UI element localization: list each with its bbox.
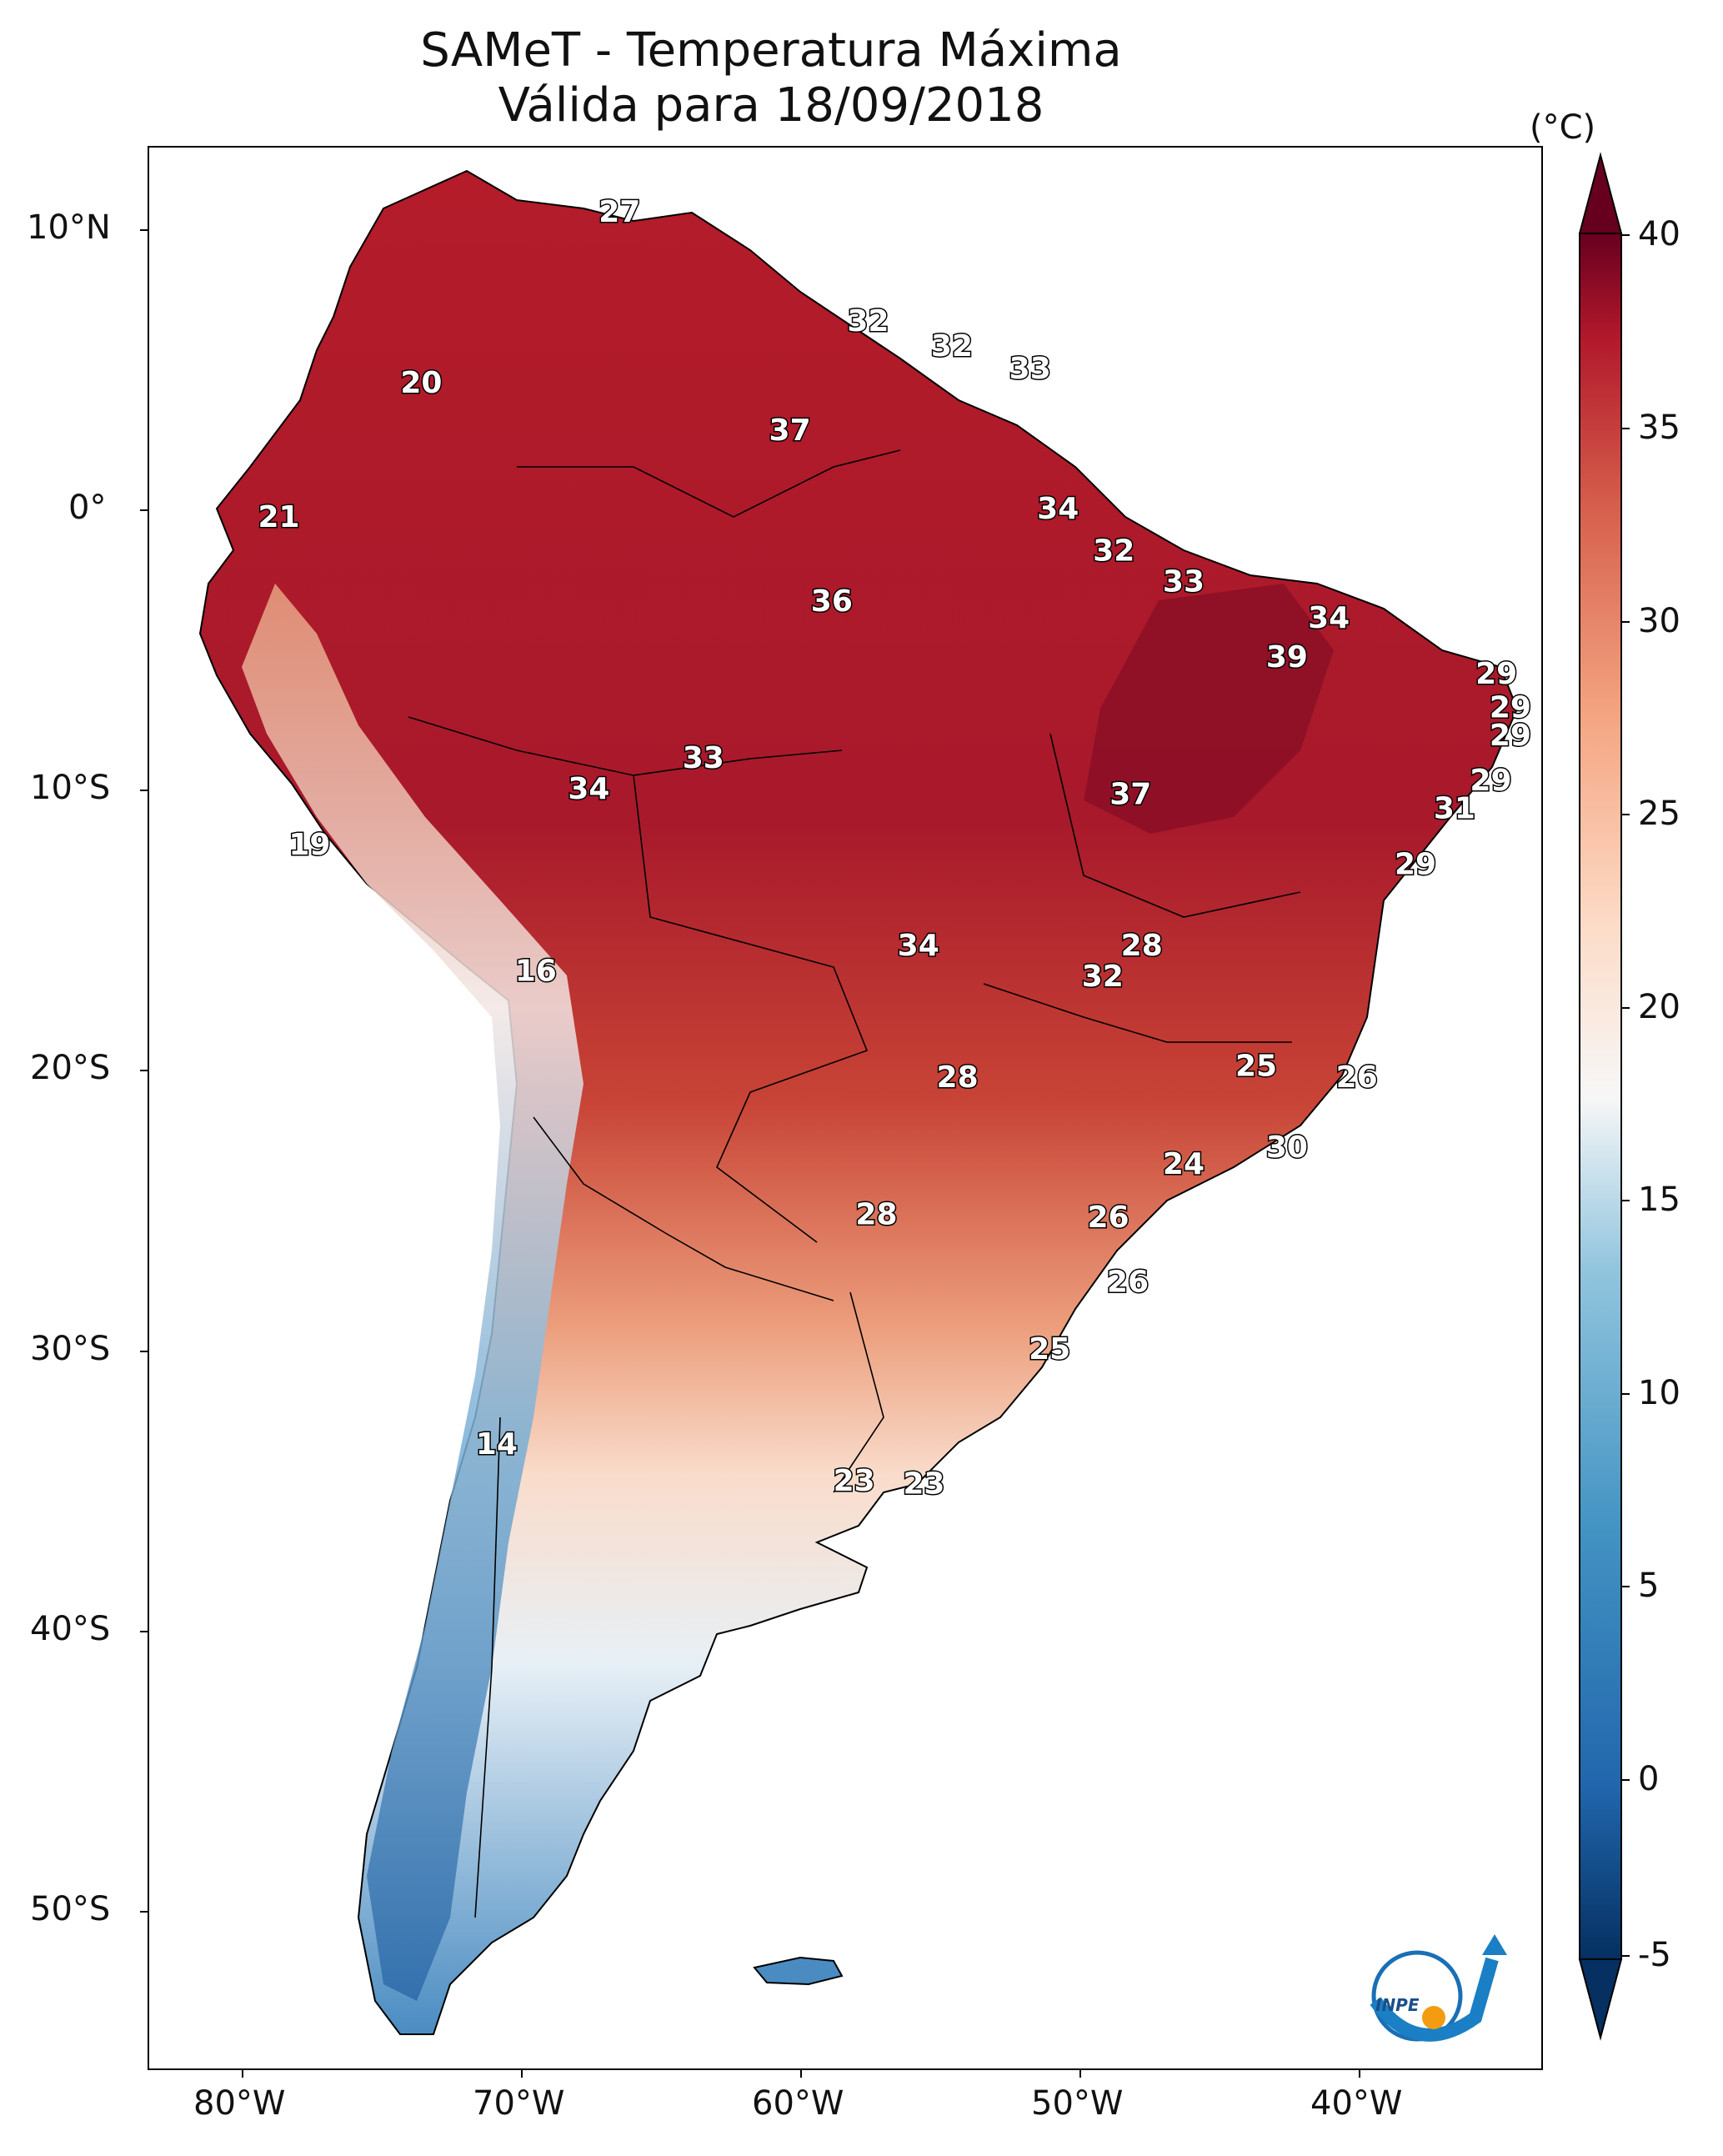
temperature-label: 25 bbox=[1235, 1050, 1277, 1084]
plot-frame bbox=[148, 146, 1543, 2070]
lat-tick-label: 30°S bbox=[30, 1330, 111, 1368]
temperature-label: 28 bbox=[937, 1060, 979, 1095]
temperature-label: 23 bbox=[834, 1464, 875, 1498]
inpe-logo: INPE bbox=[1370, 1934, 1507, 2042]
colorbar-tick-label: 0 bbox=[1638, 1760, 1660, 1798]
lat-tick-label: 0° bbox=[68, 489, 107, 527]
temperature-label: 16 bbox=[515, 954, 557, 988]
lat-tick-label: 20°S bbox=[30, 1049, 111, 1087]
temperature-label: 34 bbox=[1037, 492, 1079, 526]
colorbar-tick-label: 10 bbox=[1638, 1374, 1680, 1412]
temperature-label: 29 bbox=[1475, 657, 1517, 691]
temperature-label: 21 bbox=[258, 500, 299, 534]
temperature-label: 27 bbox=[599, 195, 640, 229]
temperature-label: 32 bbox=[931, 329, 973, 364]
colorbar-bottom-arrow bbox=[1578, 1958, 1623, 2041]
colorbar-unit: (°C) bbox=[1530, 108, 1596, 147]
temperature-label: 26 bbox=[1107, 1265, 1149, 1299]
temperature-label: 29 bbox=[1470, 764, 1511, 798]
map-title: SAMeT - Temperatura Máxima bbox=[420, 23, 1122, 78]
temperature-label: 37 bbox=[769, 414, 811, 448]
continent bbox=[198, 169, 1519, 2035]
temperature-label: 30 bbox=[1266, 1131, 1308, 1165]
colorbar-body bbox=[1579, 233, 1622, 1960]
lon-tick-label: 50°W bbox=[1031, 2084, 1124, 2123]
temperature-label: 24 bbox=[1163, 1147, 1205, 1181]
temperature-label: 32 bbox=[1093, 534, 1134, 568]
colorbar-tick-label: 25 bbox=[1638, 795, 1680, 833]
temperature-label: 20 bbox=[400, 366, 442, 400]
hot-core-northeast bbox=[1084, 584, 1334, 834]
temperature-label: 29 bbox=[1490, 719, 1531, 753]
axis-ticks bbox=[140, 229, 1360, 2078]
temperature-label: 34 bbox=[1308, 601, 1350, 635]
map-subtitle: Válida para 18/09/2018 bbox=[498, 78, 1044, 133]
temperature-label: 28 bbox=[855, 1198, 897, 1232]
lat-tick-label: 10°S bbox=[30, 769, 111, 807]
colorbar-tick-label: 5 bbox=[1638, 1567, 1660, 1605]
temperature-label: 37 bbox=[1109, 778, 1151, 812]
temperature-label: 39 bbox=[1266, 640, 1308, 674]
temperature-label: 29 bbox=[1395, 848, 1436, 882]
lon-tick-label: 70°W bbox=[473, 2084, 565, 2123]
andes-cold-band bbox=[242, 584, 584, 2001]
temperature-label: 36 bbox=[811, 584, 853, 619]
lon-tick-label: 40°W bbox=[1310, 2084, 1403, 2123]
temperature-label: 32 bbox=[1082, 960, 1124, 994]
lat-tick-label: 40°S bbox=[30, 1610, 111, 1648]
temperature-label: 33 bbox=[1009, 352, 1051, 386]
lat-tick-label: 10°N bbox=[27, 208, 111, 247]
lat-tick-label: 50°S bbox=[30, 1890, 111, 1928]
temperature-label: 23 bbox=[903, 1467, 944, 1501]
lon-tick-label: 80°W bbox=[193, 2084, 286, 2123]
temperature-label: 34 bbox=[898, 929, 939, 963]
temperature-label: 26 bbox=[1087, 1201, 1129, 1235]
temperature-label: 14 bbox=[476, 1427, 518, 1462]
temperature-label: 26 bbox=[1336, 1060, 1378, 1095]
temperature-label: 28 bbox=[1121, 929, 1163, 963]
temperature-label: 34 bbox=[568, 772, 609, 806]
colorbar-tick-label: -5 bbox=[1638, 1936, 1671, 1974]
country-borders bbox=[408, 449, 1301, 1918]
temperature-label: 19 bbox=[288, 828, 330, 862]
falkland-islands bbox=[753, 1956, 844, 1986]
colorbar-tick-label: 15 bbox=[1638, 1181, 1680, 1219]
temperature-label: 33 bbox=[1163, 564, 1205, 599]
temperature-label: 33 bbox=[683, 741, 724, 775]
logo-text: INPE bbox=[1375, 1995, 1420, 2015]
temperature-label: 29 bbox=[1490, 691, 1531, 725]
colorbar-tick-label: 30 bbox=[1638, 602, 1680, 640]
colorbar-tick-label: 20 bbox=[1638, 988, 1680, 1026]
colorbar bbox=[1578, 152, 1630, 2041]
lon-tick-label: 60°W bbox=[752, 2084, 844, 2123]
temperature-label: 25 bbox=[1029, 1332, 1070, 1366]
temperature-label: 32 bbox=[847, 304, 889, 338]
colorbar-tick-label: 35 bbox=[1638, 409, 1680, 447]
colorbar-tick-label: 40 bbox=[1638, 215, 1680, 253]
colorbar-top-arrow bbox=[1578, 152, 1623, 234]
temperature-label: 31 bbox=[1434, 792, 1475, 826]
